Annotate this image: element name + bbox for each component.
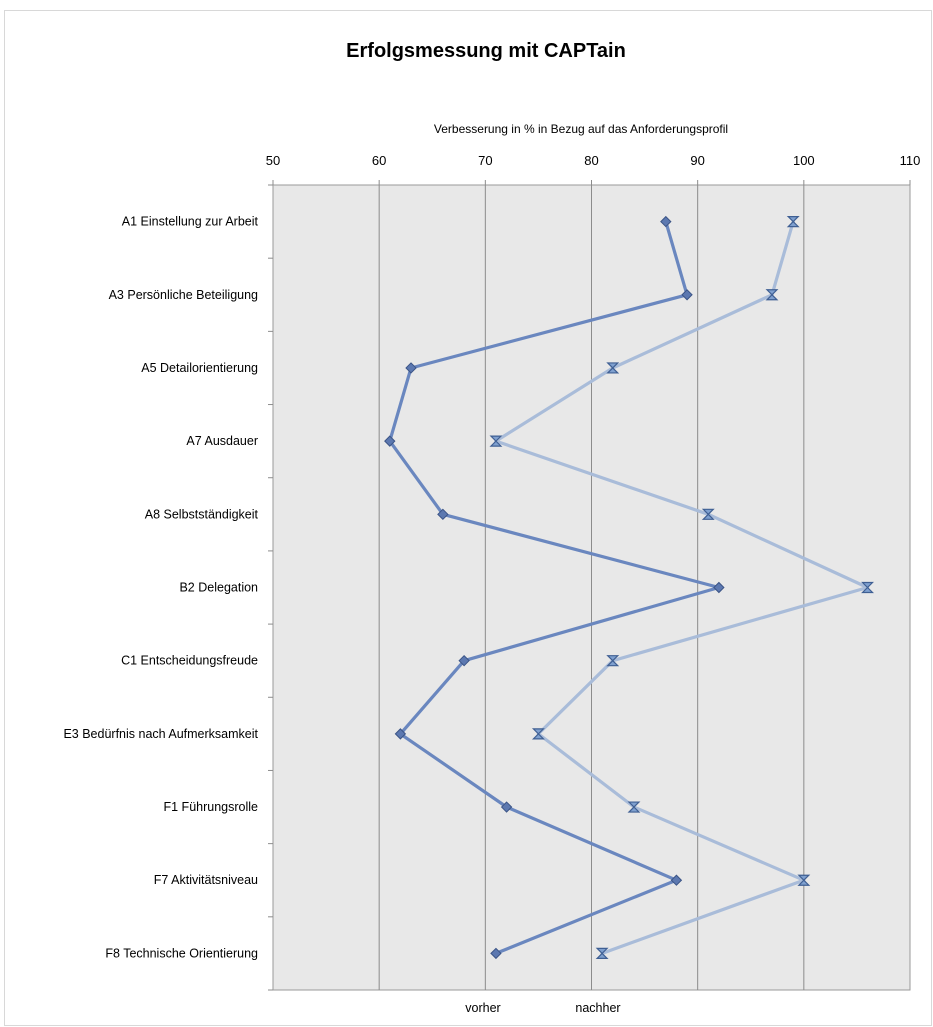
marker-vorher (394, 728, 407, 740)
chart-title: Erfolgsmessung mit CAPTain (346, 40, 626, 62)
legend-entry-nachher: nachher (575, 1001, 620, 1015)
marker-nachher (861, 581, 874, 594)
marker-vorher (437, 508, 449, 521)
marker-nachher (627, 801, 641, 813)
x-tick-label: 70 (478, 153, 492, 168)
marker-nachher (797, 874, 811, 886)
x-tick-label: 50 (266, 153, 280, 168)
marker-nachher (606, 655, 620, 667)
category-label: A5 Detailorientierung (141, 361, 258, 375)
marker-vorher (405, 362, 417, 374)
x-tick-label: 110 (900, 153, 921, 168)
marker-vorher (660, 215, 672, 228)
x-tick-label: 60 (372, 153, 386, 168)
marker-vorher (713, 581, 725, 594)
x-tick-label: 80 (584, 153, 598, 168)
marker-vorher (500, 801, 513, 813)
category-label: A8 Selbstständigkeit (145, 507, 259, 521)
category-label: A1 Einstellung zur Arbeit (122, 215, 259, 229)
category-label: F7 Aktivitätsniveau (154, 873, 258, 887)
marker-nachher (786, 215, 800, 228)
marker-nachher (595, 947, 609, 960)
marker-vorher (681, 289, 693, 301)
category-label: A7 Ausdauer (186, 434, 258, 448)
marker-vorher (384, 435, 396, 447)
legend-entry-vorher: vorher (465, 1001, 500, 1015)
category-label: F8 Technische Orientierung (105, 946, 258, 960)
marker-nachher (531, 728, 545, 740)
category-label: E3 Bedürfnis nach Aufmerksamkeit (63, 727, 258, 741)
marker-nachher (606, 362, 620, 374)
marker-vorher (490, 947, 502, 960)
x-tick-label: 100 (793, 153, 815, 168)
marker-nachher (701, 508, 715, 520)
category-label: A3 Persönliche Beteiligung (109, 288, 258, 302)
marker-nachher (765, 289, 779, 301)
marker-nachher (489, 435, 503, 447)
marker-vorher (670, 874, 683, 886)
category-label: B2 Delegation (179, 581, 258, 595)
category-label: F1 Führungsrolle (164, 800, 259, 814)
x-tick-label: 90 (690, 153, 704, 168)
category-label: C1 Entscheidungsfreude (121, 654, 258, 668)
x-axis-label: Verbesserung in % in Bezug auf das Anfor… (434, 122, 728, 136)
marker-vorher (458, 654, 470, 667)
